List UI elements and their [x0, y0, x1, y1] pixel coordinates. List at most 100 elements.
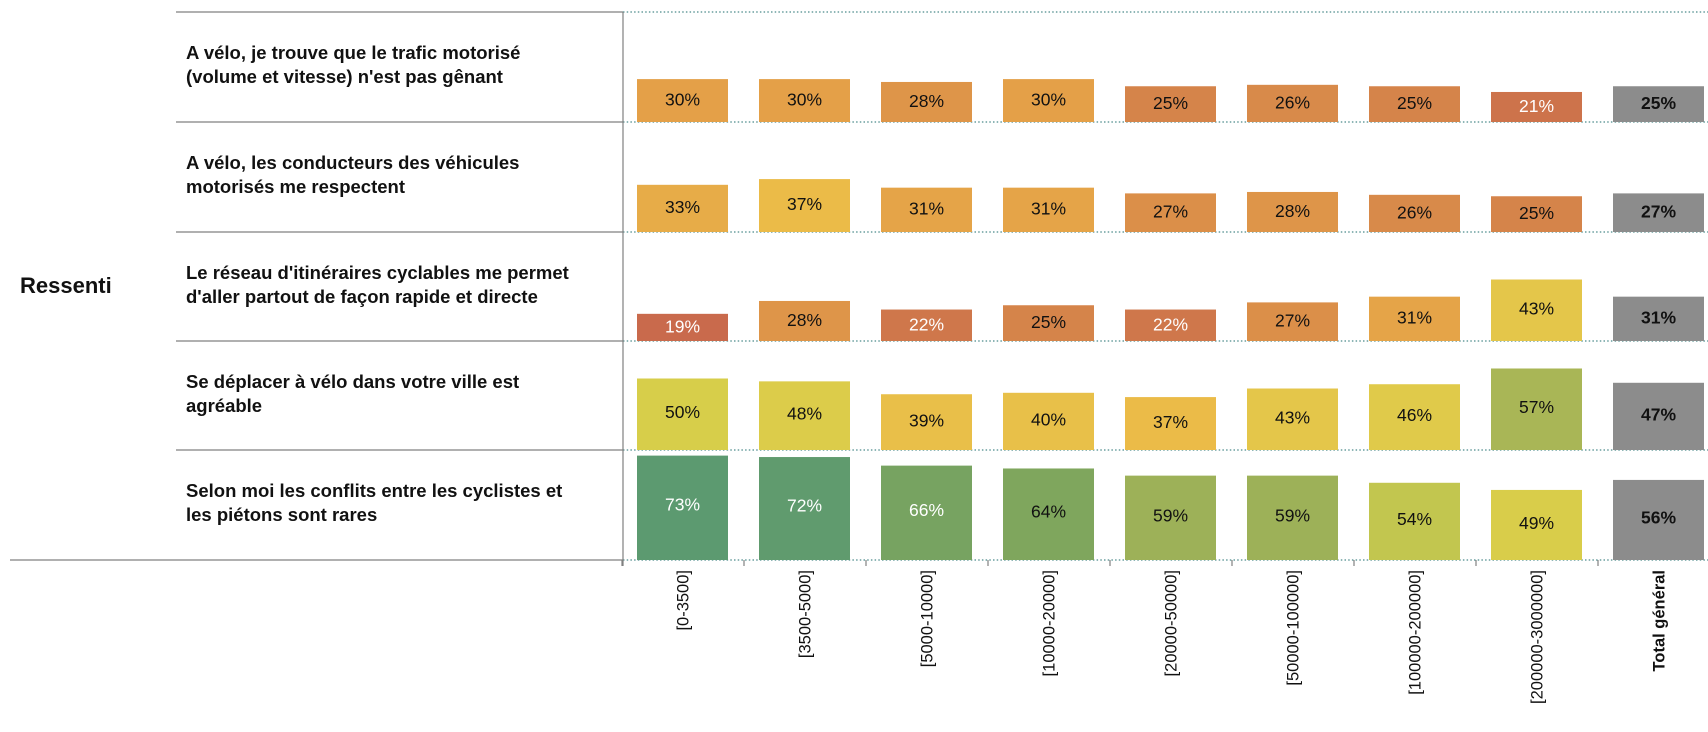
bar-value-label: 25% — [1641, 93, 1676, 113]
bar — [1003, 187, 1094, 232]
bar — [1003, 79, 1094, 122]
bar-value-label: 50% — [665, 402, 700, 422]
bar-value-label: 25% — [1397, 93, 1432, 113]
bar-value-label: 25% — [1031, 312, 1066, 332]
bar-value-label: 21% — [1519, 96, 1554, 116]
bar — [1369, 86, 1460, 122]
bar-value-label: 19% — [665, 317, 700, 337]
bar-value-label: 26% — [1275, 92, 1310, 112]
bar — [881, 394, 972, 450]
bar — [1003, 392, 1094, 450]
bar-value-label: 57% — [1519, 397, 1554, 417]
bar — [637, 378, 728, 450]
bar — [881, 81, 972, 122]
bar — [881, 465, 972, 560]
bar-value-label: 22% — [909, 314, 944, 334]
bar-value-label: 59% — [1153, 505, 1188, 525]
bar — [759, 179, 850, 232]
bar-value-label: 46% — [1397, 405, 1432, 425]
row-label-line: Selon moi les conflits entre les cyclist… — [186, 480, 562, 501]
bar — [1125, 193, 1216, 232]
bar-value-label: 28% — [787, 310, 822, 330]
bar-value-label: 64% — [1031, 501, 1066, 521]
bar — [1125, 309, 1216, 341]
row-label: A vélo, les conducteurs des véhicules mot… — [186, 152, 519, 197]
bar — [1613, 479, 1704, 560]
x-tick-label: [5000-10000] — [919, 570, 937, 667]
bar-value-label: 31% — [1641, 308, 1676, 328]
bar — [1247, 191, 1338, 232]
bar — [1125, 475, 1216, 560]
bar — [1369, 194, 1460, 232]
bar — [637, 79, 728, 122]
bar — [1613, 193, 1704, 232]
bar — [1613, 296, 1704, 341]
bar — [1125, 397, 1216, 450]
bar-value-label: 37% — [1153, 412, 1188, 432]
row-label-line: (volume et vitesse) n'est pas gênant — [186, 66, 503, 87]
bar — [1491, 91, 1582, 122]
bar-value-label: 30% — [665, 89, 700, 109]
bar — [1125, 86, 1216, 122]
bar — [1247, 475, 1338, 560]
bar — [1491, 196, 1582, 232]
row-label-line: motorisés me respectent — [186, 176, 405, 197]
row-label: A vélo, je trouve que le trafic motorisé… — [186, 42, 520, 87]
row-label-line: les piétons sont rares — [186, 504, 377, 525]
bar — [759, 300, 850, 341]
bar — [637, 455, 728, 560]
row-label-line: A vélo, je trouve que le trafic motorisé — [186, 42, 520, 63]
x-tick-label: [0-3500] — [675, 570, 693, 631]
bar-value-label: 66% — [909, 500, 944, 520]
bar-value-label: 43% — [1275, 407, 1310, 427]
bar-value-label: 43% — [1519, 298, 1554, 318]
bar — [759, 79, 850, 122]
bar-value-label: 33% — [665, 197, 700, 217]
row-label-line: Se déplacer à vélo dans votre ville est — [186, 371, 519, 392]
bar-value-label: 73% — [665, 495, 700, 515]
bar — [1003, 468, 1094, 560]
bar — [1247, 302, 1338, 341]
bar-value-label: 56% — [1641, 508, 1676, 528]
bar-value-label: 48% — [787, 404, 822, 424]
bar-value-label: 49% — [1519, 513, 1554, 533]
row-label-line: agréable — [186, 395, 262, 416]
bar — [1003, 305, 1094, 341]
bar-value-label: 27% — [1153, 202, 1188, 222]
group-label: Ressenti — [20, 273, 112, 298]
row-label-line: A vélo, les conducteurs des véhicules — [186, 152, 519, 173]
x-tick-label: [20000-50000] — [1163, 570, 1181, 676]
bar — [1369, 384, 1460, 450]
bar-value-label: 54% — [1397, 509, 1432, 529]
bar-value-label: 31% — [1031, 199, 1066, 219]
bar — [637, 313, 728, 341]
bar — [881, 309, 972, 341]
bar-value-label: 25% — [1519, 203, 1554, 223]
row-label: Se déplacer à vélo dans votre ville est a… — [186, 371, 519, 416]
bar-value-label: 59% — [1275, 505, 1310, 525]
bars: 30% 30% 28% 30% 25% 26% 25% 21% 25% 33% 37% 31% 31% 2… — [637, 79, 1704, 560]
bar — [881, 187, 972, 232]
x-axis-labels: [0-3500] [3500-5000] [5000-10000] [10000-20… — [675, 570, 1669, 704]
bar-value-label: 39% — [909, 410, 944, 430]
row-label: Selon moi les conflits entre les cyclist… — [186, 480, 562, 525]
bar-value-label: 30% — [787, 89, 822, 109]
bar-value-label: 25% — [1153, 93, 1188, 113]
bar — [1613, 86, 1704, 122]
x-tick-label: [50000-100000] — [1285, 570, 1303, 686]
x-tick-label: [200000-3000000] — [1529, 570, 1547, 704]
bar — [1613, 382, 1704, 450]
bar — [1247, 84, 1338, 122]
bar-value-label: 31% — [909, 199, 944, 219]
bar — [1491, 489, 1582, 560]
bar-value-label: 22% — [1153, 314, 1188, 334]
bar — [1491, 368, 1582, 450]
x-tick-label: Total général — [1651, 570, 1669, 671]
bar-value-label: 27% — [1641, 202, 1676, 222]
bar-value-label: 31% — [1397, 308, 1432, 328]
bar — [759, 381, 850, 450]
bar — [1491, 279, 1582, 341]
row-label-line: d'aller partout de façon rapide et direc… — [186, 286, 538, 307]
bar-value-label: 26% — [1397, 202, 1432, 222]
